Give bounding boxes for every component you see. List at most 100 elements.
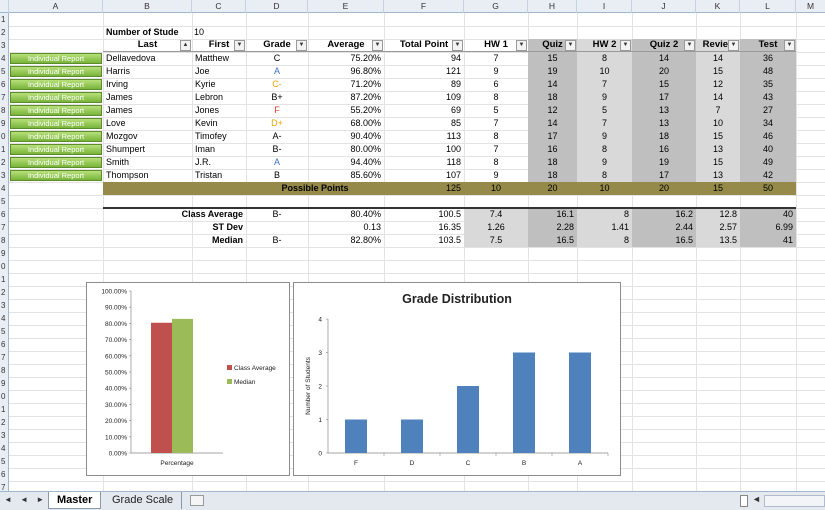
student-grade-cell[interactable]: A [273,157,280,167]
row-header-12[interactable]: 2 [1,158,6,167]
grade-distribution-chart[interactable]: Grade Distribution 4 3 2 1 0 Number of Student… [293,282,621,476]
stats-quiz-cell[interactable]: 16.5 [556,235,574,245]
student-quiz2-cell[interactable]: 18 [658,131,669,141]
column-header-a[interactable]: A [9,0,103,13]
stats-average-cell[interactable]: 80.40% [350,209,381,219]
student-quiz2-cell[interactable]: 20 [658,66,669,76]
student-quiz2-cell[interactable]: 19 [658,157,669,167]
row-header-15[interactable]: 5 [1,197,6,206]
student-hw2-cell[interactable]: 8 [601,144,607,154]
student-quiz-cell[interactable]: 12 [547,105,558,115]
stats-quiz2-cell[interactable]: 16.2 [675,209,693,219]
column-header-d[interactable]: D [246,0,308,13]
student-quiz-cell[interactable]: 14 [547,79,558,89]
row-header-33[interactable]: 3 [1,431,6,440]
column-header-j[interactable]: J [632,0,696,13]
student-grade-cell[interactable]: D+ [271,118,283,128]
row-header-28[interactable]: 8 [1,366,6,375]
filter-dropdown-icon[interactable]: ▼ [620,40,631,51]
student-test-cell[interactable]: 49 [762,157,773,167]
student-total-cell[interactable]: 89 [450,79,461,89]
row-header-24[interactable]: 4 [1,314,6,323]
stats-total-cell[interactable]: 16.35 [438,222,461,232]
student-quiz-cell[interactable]: 19 [547,66,558,76]
individual-report-button[interactable]: Individual Report [10,105,102,116]
possible-hw2[interactable]: 10 [599,183,610,193]
filter-dropdown-icon[interactable]: ▼ [684,40,695,51]
student-last-cell[interactable]: Smith [106,157,130,167]
row-header-6[interactable]: 6 [1,80,6,89]
student-first-cell[interactable]: Matthew [195,53,230,63]
student-quiz-cell[interactable]: 17 [547,131,558,141]
student-hw2-cell[interactable]: 5 [601,105,607,115]
filter-dropdown-icon[interactable]: ▼ [784,40,795,51]
individual-report-button[interactable]: Individual Report [10,144,102,155]
row-header-30[interactable]: 0 [1,392,6,401]
student-quiz-cell[interactable]: 14 [547,118,558,128]
student-quiz-cell[interactable]: 16 [547,144,558,154]
insert-sheet-icon[interactable] [190,495,204,506]
student-total-cell[interactable]: 100 [445,144,461,154]
student-last-cell[interactable]: Mozgov [106,131,138,141]
student-total-cell[interactable]: 121 [445,66,461,76]
filter-dropdown-icon[interactable]: ▼ [234,40,245,51]
student-hw2-cell[interactable]: 7 [601,79,607,89]
student-last-cell[interactable]: James [106,105,133,115]
student-hw1-cell[interactable]: 8 [493,92,499,102]
student-hw1-cell[interactable]: 7 [493,144,499,154]
row-header-36[interactable]: 6 [1,470,6,479]
column-header-e[interactable]: E [308,0,384,13]
student-review-cell[interactable]: 13 [712,170,723,180]
column-header-l[interactable]: L [740,0,796,13]
row-header-8[interactable]: 8 [1,106,6,115]
student-last-cell[interactable]: James [106,92,133,102]
row-header-1[interactable]: 1 [1,15,6,24]
row-header-13[interactable]: 3 [1,171,6,180]
student-hw1-cell[interactable]: 9 [493,170,499,180]
stats-test-cell[interactable]: 6.99 [775,222,793,232]
row-header-25[interactable]: 5 [1,327,6,336]
possible-total[interactable]: 125 [445,183,461,193]
possible-review[interactable]: 15 [712,183,723,193]
student-hw1-cell[interactable]: 7 [493,118,499,128]
stats-test-cell[interactable]: 41 [782,235,793,245]
row-header-18[interactable]: 8 [1,236,6,245]
student-first-cell[interactable]: Iman [195,144,216,154]
student-quiz2-cell[interactable]: 13 [658,105,669,115]
row-header-3[interactable]: 3 [1,41,6,50]
student-first-cell[interactable]: Lebron [195,92,224,102]
individual-report-button[interactable]: Individual Report [10,53,102,64]
possible-test[interactable]: 50 [762,183,773,193]
stats-grade-cell[interactable] [246,221,308,234]
student-average-cell[interactable]: 75.20% [350,53,381,63]
row-header-7[interactable]: 7 [1,93,6,102]
student-hw1-cell[interactable]: 9 [493,66,499,76]
row-header-14[interactable]: 4 [1,184,6,193]
student-hw2-cell[interactable]: 9 [601,131,607,141]
student-first-cell[interactable]: Kevin [195,118,218,128]
student-quiz2-cell[interactable]: 13 [658,118,669,128]
student-count-value[interactable]: 10 [194,27,205,37]
scroll-left-icon[interactable]: ◄ [752,494,761,504]
column-header-k[interactable]: K [696,0,740,13]
filter-dropdown-icon[interactable]: ▼ [565,40,576,51]
student-average-cell[interactable]: 85.60% [350,170,381,180]
student-hw2-cell[interactable]: 8 [601,53,607,63]
column-header-c[interactable]: C [192,0,246,13]
student-average-cell[interactable]: 80.00% [350,144,381,154]
row-header-27[interactable]: 7 [1,353,6,362]
student-review-cell[interactable]: 15 [712,66,723,76]
student-review-cell[interactable]: 10 [712,118,723,128]
student-first-cell[interactable]: Timofey [195,131,227,141]
student-average-cell[interactable]: 71.20% [350,79,381,89]
student-average-cell[interactable]: 87.20% [350,92,381,102]
filter-dropdown-icon[interactable]: ▼ [728,40,739,51]
stats-grade-cell[interactable]: B- [272,235,282,245]
student-grade-cell[interactable]: A- [272,131,282,141]
student-review-cell[interactable]: 14 [712,53,723,63]
stats-total-cell[interactable]: 100.5 [438,209,461,219]
row-header-11[interactable]: 1 [1,145,6,154]
student-test-cell[interactable]: 42 [762,170,773,180]
stats-hw2-cell[interactable]: 8 [623,235,629,245]
row-header-9[interactable]: 9 [1,119,6,128]
